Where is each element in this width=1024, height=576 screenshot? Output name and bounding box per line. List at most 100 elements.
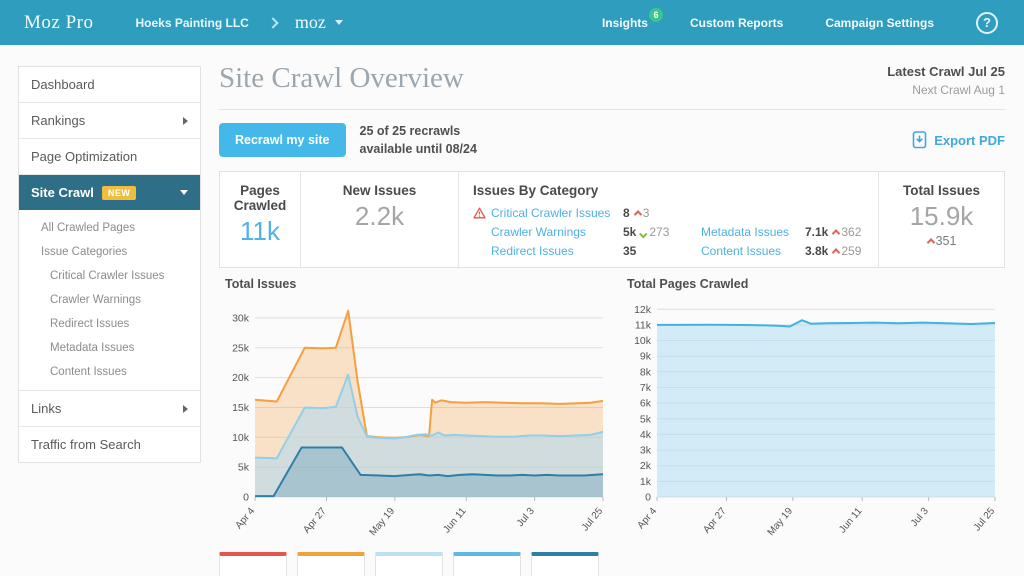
issue-row-content: Content Issues 3.8k 259 [701, 244, 862, 259]
svg-text:4k: 4k [640, 429, 652, 441]
chart-svg: 0 5k 10k 15k 20k 25k 30k Apr 4 Apr 27 May 19 Jun 1… [232, 310, 606, 539]
sidebar-item-site-crawl[interactable]: Site Crawl NEW [19, 175, 200, 210]
toolbar: Recrawl my site 25 of 25 recrawls availa… [219, 122, 1005, 158]
nav-campaign-settings[interactable]: Campaign Settings [825, 15, 934, 30]
content-issues-link[interactable]: Content Issues [701, 244, 782, 259]
new-badge: NEW [101, 185, 137, 200]
svg-text:20k: 20k [232, 372, 250, 384]
svg-text:Jul 3: Jul 3 [909, 506, 931, 530]
insights-count-badge: 6 [648, 7, 663, 22]
moz-pro-logo[interactable]: Moz Pro [24, 11, 94, 33]
main-content: Site Crawl Overview Latest Crawl Jul 25 … [219, 60, 1005, 576]
stat-total-issues: Total Issues 15.9k 351 [878, 172, 1004, 268]
nav-custom-reports[interactable]: Custom Reports [689, 15, 784, 30]
svg-text:12k: 12k [634, 304, 652, 316]
nav-insights[interactable]: Insights 6 [602, 7, 663, 30]
svg-text:May 19: May 19 [766, 506, 796, 539]
chevron-down-icon [334, 20, 343, 25]
pages-crawled-value[interactable]: 11k [240, 216, 280, 247]
critical-crawler-issues-link[interactable]: Critical Crawler Issues [491, 206, 611, 221]
charts-row: Total Issues 0 5k 10k 15k 20k 25k 30k Apr 4 Apr … [219, 277, 1005, 548]
issue-row-warnings: Crawler Warnings 5k 273 [491, 225, 670, 240]
sidebar-item-crawler-warnings[interactable]: Crawler Warnings [50, 294, 141, 306]
svg-text:Apr 4: Apr 4 [234, 506, 258, 532]
chart-title: Total Issues [225, 277, 297, 292]
sidebar-item-content-issues[interactable]: Content Issues [50, 366, 127, 378]
svg-text:2k: 2k [640, 460, 652, 472]
total-issues-chart-block: Total Issues 0 5k 10k 15k 20k 25k 30k Apr 4 Apr … [219, 277, 621, 548]
svg-text:Jun 11: Jun 11 [837, 506, 865, 536]
legend-card[interactable] [375, 552, 443, 576]
svg-text:Jun 11: Jun 11 [441, 506, 469, 536]
svg-text:5k: 5k [238, 462, 250, 474]
chart-legend [219, 552, 1005, 576]
legend-card[interactable] [453, 552, 521, 576]
svg-text:Apr 4: Apr 4 [636, 506, 660, 532]
sidebar-navigation: Dashboard Rankings Page Optimization Sit… [18, 66, 201, 463]
sidebar-item-traffic-from-search[interactable]: Traffic from Search [31, 437, 141, 452]
crawl-dates: Latest Crawl Jul 25 Next Crawl Aug 1 [887, 60, 1005, 97]
svg-text:0: 0 [645, 492, 651, 504]
legend-card[interactable] [219, 552, 287, 576]
redirect-issues-link[interactable]: Redirect Issues [491, 244, 574, 259]
svg-text:15k: 15k [232, 402, 250, 414]
svg-text:Jul 3: Jul 3 [515, 506, 537, 530]
next-crawl-date: Next Crawl Aug 1 [912, 83, 1005, 97]
page-header: Site Crawl Overview Latest Crawl Jul 25 … [219, 60, 1005, 110]
svg-text:11k: 11k [635, 320, 652, 332]
svg-text:Jul 25: Jul 25 [972, 506, 998, 534]
breadcrumb-chevron-icon [267, 16, 279, 29]
svg-text:8k: 8k [640, 367, 652, 379]
issue-row-metadata: Metadata Issues 7.1k 362 [701, 225, 862, 240]
svg-text:Jul 25: Jul 25 [580, 506, 606, 534]
legend-card[interactable] [297, 552, 365, 576]
help-icon[interactable]: ? [976, 11, 998, 34]
new-issues-value: 2.2k [354, 201, 405, 232]
total-issues-value: 15.9k [909, 201, 974, 232]
sidebar-item-redirect-issues[interactable]: Redirect Issues [50, 318, 130, 330]
svg-text:0: 0 [243, 492, 249, 504]
metadata-issues-link[interactable]: Metadata Issues [701, 225, 790, 240]
total-pages-crawled-chart[interactable]: 0 1k 2k 3k 4k 5k 6k 7k 8k 9k 10k 11k 12k Apr 4 Apr 27 M… [621, 293, 1005, 548]
stat-new-issues: New Issues 2.2k [300, 172, 458, 268]
svg-text:Apr 27: Apr 27 [701, 506, 729, 536]
latest-crawl-date: Latest Crawl Jul 25 [887, 64, 1005, 79]
issues-by-category: Issues By Category Critical Crawler Issu… [458, 172, 878, 268]
sidebar-item-issue-categories[interactable]: Issue Categories [41, 246, 128, 258]
svg-text:May 19: May 19 [368, 506, 398, 539]
trend-up-icon [926, 238, 935, 247]
sidebar-item-critical-crawler-issues[interactable]: Critical Crawler Issues [50, 270, 165, 282]
total-issues-chart[interactable]: 0 5k 10k 15k 20k 25k 30k Apr 4 Apr 27 May 19 Jun 1… [219, 293, 621, 548]
sidebar-item-links[interactable]: Links [19, 390, 200, 427]
page-title: Site Crawl Overview [219, 62, 464, 94]
sidebar-item-dashboard[interactable]: Dashboard [19, 67, 200, 103]
account-name[interactable]: Hoeks Painting LLC [135, 15, 249, 30]
sidebar-item-page-optimization[interactable]: Page Optimization [19, 139, 200, 175]
top-nav-links: Insights 6 Custom Reports Campaign Setti… [602, 7, 998, 34]
svg-text:25k: 25k [232, 343, 250, 355]
trend-down-icon [639, 230, 648, 239]
svg-text:9k: 9k [640, 351, 652, 363]
issue-row-redirect: Redirect Issues 35 [491, 244, 637, 259]
campaign-name: moz [294, 12, 326, 32]
export-pdf-link[interactable]: Export PDF [912, 131, 1005, 149]
recrawl-button[interactable]: Recrawl my site [219, 123, 346, 158]
download-document-icon [912, 131, 927, 149]
trend-up-icon [832, 248, 841, 257]
sidebar-item-metadata-issues[interactable]: Metadata Issues [50, 342, 135, 354]
campaign-dropdown[interactable]: moz [295, 12, 343, 33]
svg-text:10k: 10k [634, 335, 652, 347]
issue-row-critical: Critical Crawler Issues 8 3 [473, 205, 701, 221]
svg-text:30k: 30k [232, 313, 250, 325]
top-navigation-bar: Moz Pro Hoeks Painting LLC moz Insights … [0, 0, 1024, 45]
crawler-warnings-link[interactable]: Crawler Warnings [491, 225, 586, 240]
trend-up-icon [832, 229, 841, 238]
svg-text:Apr 27: Apr 27 [301, 506, 329, 536]
sidebar-item-all-crawled-pages[interactable]: All Crawled Pages [41, 222, 135, 234]
total-pages-crawled-chart-block: Total Pages Crawled 0 1k 2k 3k 4k 5k 6k 7k 8k 9k 1… [621, 277, 1005, 548]
legend-card[interactable] [531, 552, 599, 576]
chevron-right-icon [183, 404, 188, 413]
svg-text:7k: 7k [640, 382, 652, 394]
chart-svg: 0 1k 2k 3k 4k 5k 6k 7k 8k 9k 10k 11k 12k Apr 4 Apr 27 M… [634, 304, 998, 539]
sidebar-item-rankings[interactable]: Rankings [19, 103, 200, 139]
